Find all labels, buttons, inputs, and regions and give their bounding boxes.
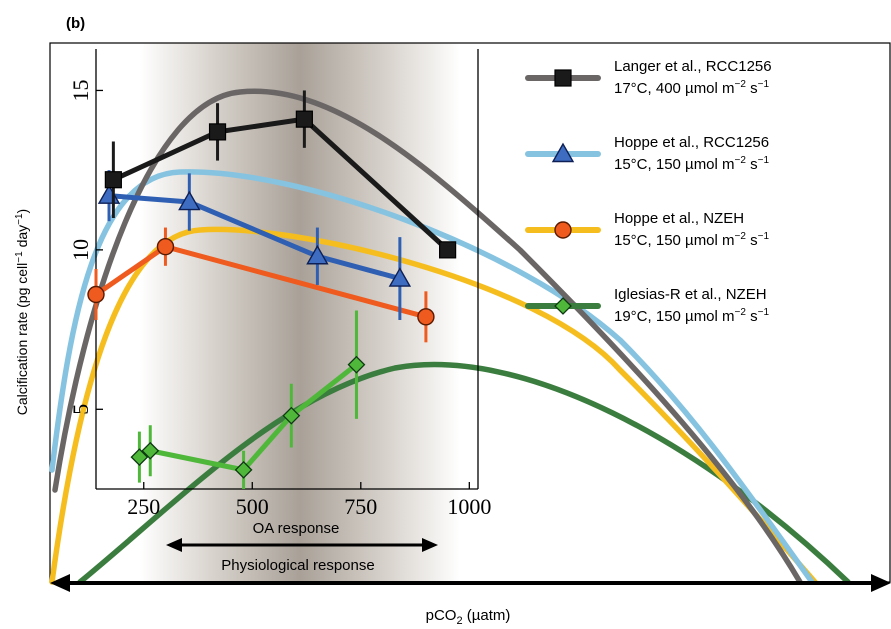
ylabel-mid: day [14, 225, 30, 251]
data-point [178, 190, 201, 211]
data-point [156, 237, 175, 256]
main-x-arrow-right-head [871, 574, 891, 592]
data-point [208, 123, 227, 141]
inset-series [87, 90, 457, 489]
x-tick-label: 250 [127, 494, 160, 519]
legend-conditions: 17°C, 400 µmol m−2 s−1 [614, 79, 769, 97]
legend-entry-hoppe_nzeh: Hoppe et al., NZEH 15°C, 150 µmol m−2 s−1 [525, 210, 769, 249]
panel-label: (b) [66, 15, 85, 32]
inset-plot: 5 10 15 250 500 750 1000 [68, 49, 491, 519]
main-curves [49, 88, 851, 585]
data-point [141, 441, 160, 460]
data-point [234, 460, 253, 479]
series-langer [104, 90, 457, 259]
main-x-arrow-left-head [50, 574, 70, 592]
legend-entry-hoppe_rcc: Hoppe et al., RCC1256 15°C, 150 µmol m−2 … [525, 134, 769, 173]
legend-marker [554, 297, 572, 315]
y-tick-label: 10 [68, 239, 93, 261]
xlabel-main: pCO [426, 607, 457, 624]
hoppe-nzeh-model-curve [49, 226, 818, 585]
langer-model-curve [52, 88, 803, 585]
ylabel-sup1: −1 [14, 251, 25, 263]
ylabel-pre: Calcification rate (pg cell [14, 263, 30, 416]
x-tick-label: 500 [236, 494, 269, 519]
series-iglesias [130, 310, 366, 489]
xlabel-sub: 2 [456, 615, 462, 627]
data-point [104, 171, 122, 189]
legend-marker [551, 142, 575, 163]
hoppe-rcc-model-curve [49, 169, 815, 585]
main-y-label: Calcification rate (pg cell−1 day−1) [14, 209, 30, 415]
legend-label: Iglesias-R et al., NZEH [614, 286, 767, 303]
xlabel-unit: (µatm) [463, 607, 511, 624]
iglesias-model-curve [77, 361, 851, 585]
legend-conditions: 19°C, 150 µmol m−2 s−1 [614, 307, 769, 325]
series-line-hoppe_rcc [108, 193, 401, 281]
ylabel-post: ) [14, 209, 30, 214]
legend-label: Hoppe et al., NZEH [614, 210, 744, 227]
phys-arrow-left-head [166, 538, 182, 552]
data-point [295, 110, 313, 128]
oa-response-label: OA response [253, 520, 340, 537]
x-tick-label: 1000 [447, 494, 491, 519]
main-x-label: pCO2 (µatm) [426, 607, 511, 627]
data-point [417, 308, 435, 326]
legend-conditions: 15°C, 150 µmol m−2 s−1 [614, 231, 769, 249]
y-tick-label: 15 [68, 79, 93, 101]
y-tick-label: 5 [68, 404, 93, 415]
data-point [306, 244, 329, 265]
legend-entry-iglesias: Iglesias-R et al., NZEH 19°C, 150 µmol m−… [525, 286, 769, 325]
data-point [130, 448, 149, 467]
series-line-langer [112, 116, 450, 252]
legend-conditions: 15°C, 150 µmol m−2 s−1 [614, 155, 769, 173]
x-tick-label: 750 [344, 494, 377, 519]
legend-marker [554, 69, 572, 87]
legend: Langer et al., RCC1256 17°C, 400 µmol m−2… [525, 58, 772, 325]
legend-label: Hoppe et al., RCC1256 [614, 134, 769, 151]
legend-entry-langer: Langer et al., RCC1256 17°C, 400 µmol m−2… [525, 58, 772, 97]
inset-ticks: 5 10 15 250 500 750 1000 [68, 79, 491, 519]
data-point [87, 285, 105, 304]
legend-marker [554, 221, 572, 239]
ylabel-sup2: −1 [14, 213, 25, 225]
data-point [388, 267, 412, 287]
data-point [439, 241, 457, 259]
series-hoppe_nzeh [87, 227, 435, 343]
data-point [347, 355, 366, 374]
phys-arrow-right-head [422, 538, 438, 552]
legend-label: Langer et al., RCC1256 [614, 58, 772, 75]
data-point [282, 406, 301, 425]
phys-response-label: Physiological response [221, 557, 374, 574]
